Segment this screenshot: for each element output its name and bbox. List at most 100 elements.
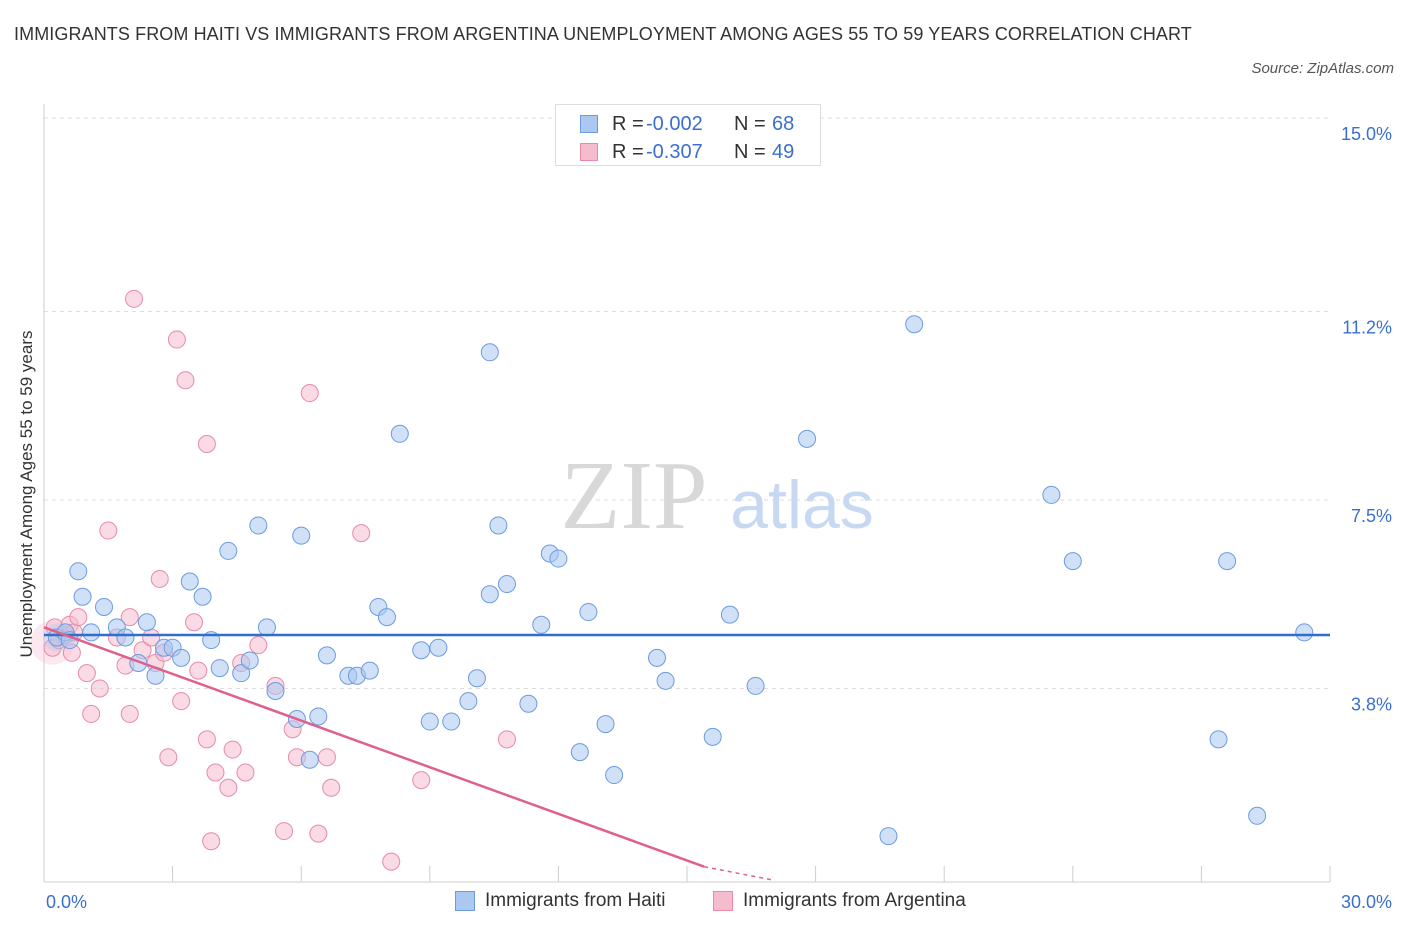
watermark-zip: ZIP	[561, 442, 708, 550]
argentina-point	[150, 569, 169, 588]
argentina-point	[206, 763, 225, 782]
haiti-point	[390, 424, 409, 443]
haiti-point	[1063, 552, 1082, 571]
argentina-point	[197, 434, 216, 453]
haiti-point	[232, 664, 251, 683]
argentina-legend-label: Immigrants from Argentina	[743, 890, 966, 911]
argentina-point	[275, 822, 294, 841]
haiti-point	[1218, 552, 1237, 571]
legend-row-haiti: R = -0.002 N = 68	[580, 112, 794, 136]
argentina-point	[125, 289, 144, 308]
haiti-point	[1248, 806, 1267, 825]
argentina-point	[219, 778, 238, 797]
series-haiti-points	[42, 315, 1314, 846]
tick-labels: 3.8% 7.5% 11.2% 15.0% 0.0% 30.0%	[46, 124, 1392, 912]
haiti-point	[459, 692, 478, 711]
haiti-point	[240, 651, 259, 670]
haiti-point	[532, 615, 551, 634]
argentina-point	[90, 679, 109, 698]
trend-lines	[43, 626, 1330, 881]
haiti-point	[570, 743, 589, 762]
argentina-point	[223, 740, 242, 759]
haiti-point	[480, 343, 499, 362]
argentina-n-label: N =	[734, 140, 766, 163]
x-tick-label: 30.0%	[1341, 892, 1392, 912]
haiti-point	[95, 597, 114, 616]
argentina-point	[159, 748, 178, 767]
argentina-legend-swatch	[713, 891, 733, 911]
argentina-point	[317, 748, 336, 767]
series-argentina-points	[30, 289, 516, 871]
haiti-point	[137, 613, 156, 632]
argentina-point	[322, 778, 341, 797]
haiti-point	[219, 541, 238, 560]
haiti-point	[172, 648, 191, 667]
axes	[43, 104, 1331, 883]
haiti-point	[1209, 730, 1228, 749]
argentina-point	[412, 771, 431, 790]
argentina-point	[69, 608, 88, 627]
watermark: ZIP atlas	[561, 442, 874, 550]
argentina-point	[352, 524, 371, 543]
haiti-point	[377, 608, 396, 627]
haiti-point	[596, 715, 615, 734]
haiti-point	[249, 516, 268, 535]
argentina-point	[236, 763, 255, 782]
haiti-point	[82, 623, 101, 642]
legend-item-haiti[interactable]: Immigrants from Haiti	[455, 890, 666, 912]
legend-row-argentina: R = -0.307 N = 49	[580, 140, 794, 164]
argentina-point	[99, 521, 118, 540]
haiti-point	[210, 659, 229, 678]
haiti-point	[412, 641, 431, 660]
argentina-point	[249, 636, 268, 655]
y-tick-label: 7.5%	[1351, 506, 1392, 526]
haiti-point	[360, 661, 379, 680]
haiti-point	[1295, 623, 1314, 642]
argentina-point	[202, 832, 221, 851]
haiti-point	[703, 727, 722, 746]
haiti-r-label: R =	[612, 112, 644, 135]
haiti-point	[429, 638, 448, 657]
argentina-point	[197, 730, 216, 749]
haiti-legend-label: Immigrants from Haiti	[485, 890, 666, 911]
haiti-point	[480, 585, 499, 604]
argentina-point	[309, 824, 328, 843]
haiti-point	[420, 712, 439, 731]
haiti-point	[467, 669, 486, 688]
haiti-point	[720, 605, 739, 624]
haiti-point	[1042, 485, 1061, 504]
haiti-point	[605, 766, 624, 785]
haiti-point	[193, 587, 212, 606]
haiti-r-value: -0.002	[646, 112, 703, 135]
argentina-point	[77, 664, 96, 683]
argentina-point	[185, 613, 204, 632]
haiti-point	[519, 694, 538, 713]
series-legend: Immigrants from Haiti Immigrants from Ar…	[0, 888, 1406, 916]
haiti-n-value: 68	[772, 112, 795, 135]
argentina-r-value: -0.307	[646, 140, 703, 163]
haiti-point	[257, 618, 276, 637]
argentina-point	[120, 608, 139, 627]
argentina-r-label: R =	[612, 140, 644, 163]
argentina-trend-line	[43, 626, 705, 868]
haiti-point	[549, 549, 568, 568]
haiti-point	[489, 516, 508, 535]
argentina-point	[172, 692, 191, 711]
argentina-n-value: 49	[772, 140, 795, 163]
source-label: Source: ZipAtlas.com	[1251, 60, 1394, 77]
argentina-swatch	[580, 143, 598, 161]
haiti-point	[266, 682, 285, 700]
haiti-point	[798, 429, 817, 448]
haiti-point	[746, 676, 765, 695]
haiti-point	[656, 671, 675, 690]
x-tick-label: 0.0%	[46, 892, 87, 912]
haiti-n-label: N =	[734, 112, 766, 135]
haiti-point	[879, 827, 898, 846]
haiti-legend-swatch	[455, 891, 475, 911]
haiti-point	[69, 562, 88, 581]
watermark-atlas: atlas	[730, 467, 874, 543]
y-tick-label: 15.0%	[1341, 124, 1392, 144]
legend-item-argentina[interactable]: Immigrants from Argentina	[713, 890, 966, 912]
haiti-point	[647, 648, 666, 667]
